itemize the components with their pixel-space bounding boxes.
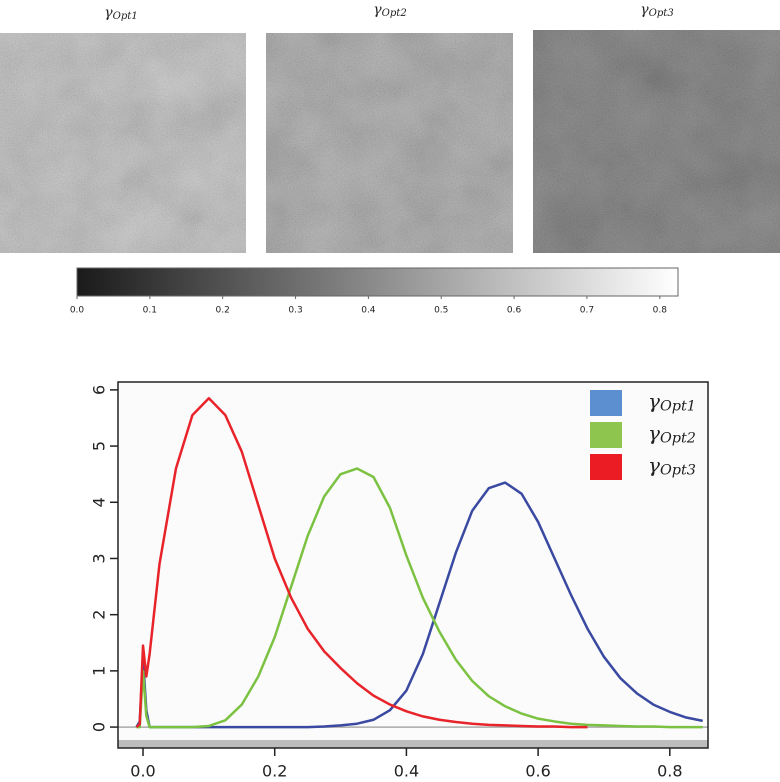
- density-line: [136, 467, 703, 729]
- legend-swatch: [590, 390, 622, 416]
- legend-label: γOpt2: [648, 421, 696, 447]
- colorbar-tick-label: 0.2: [216, 306, 230, 316]
- y-tick-label: 5: [90, 441, 109, 451]
- colorbar-tick-label: 0.0: [70, 306, 85, 316]
- colorbar-tick-label: 0.6: [507, 306, 522, 316]
- x-tick-label: 0.8: [657, 762, 682, 781]
- colorbar-tick-label: 0.1: [143, 306, 157, 316]
- image-title: γOpt2: [373, 2, 407, 19]
- colorbar-tick-label: 0.8: [653, 306, 668, 316]
- colorbar-tick-label: 0.5: [434, 306, 448, 316]
- colorbar-tick-label: 0.7: [580, 306, 594, 316]
- y-tick-label: 1: [90, 666, 109, 676]
- image-1: [0, 33, 246, 253]
- plot-foot: [118, 740, 708, 748]
- x-tick-label: 0.2: [262, 762, 287, 781]
- legend-label: γOpt3: [648, 453, 696, 479]
- colorbar: [76, 267, 679, 297]
- colorbar-tick-label: 0.4: [361, 306, 376, 316]
- y-tick-label: 0: [90, 722, 109, 732]
- y-tick-label: 2: [90, 610, 109, 620]
- plot-frame: [117, 381, 709, 749]
- y-tick-label: 3: [90, 553, 109, 563]
- legend-swatch: [590, 454, 622, 480]
- x-tick-label: 0.4: [394, 762, 419, 781]
- density-line: [135, 397, 588, 729]
- image-2: [266, 33, 513, 253]
- y-tick-label: 6: [90, 385, 109, 395]
- legend-swatch: [590, 422, 622, 448]
- legend-label: γOpt1: [648, 389, 696, 415]
- image-title: γOpt3: [640, 2, 674, 19]
- image-3: [533, 30, 780, 253]
- y-tick-label: 4: [90, 497, 109, 507]
- x-tick-label: 0.0: [130, 762, 155, 781]
- colorbar-tick-label: 0.3: [288, 306, 302, 316]
- x-tick-label: 0.6: [525, 762, 550, 781]
- image-title: γOpt1: [104, 5, 138, 22]
